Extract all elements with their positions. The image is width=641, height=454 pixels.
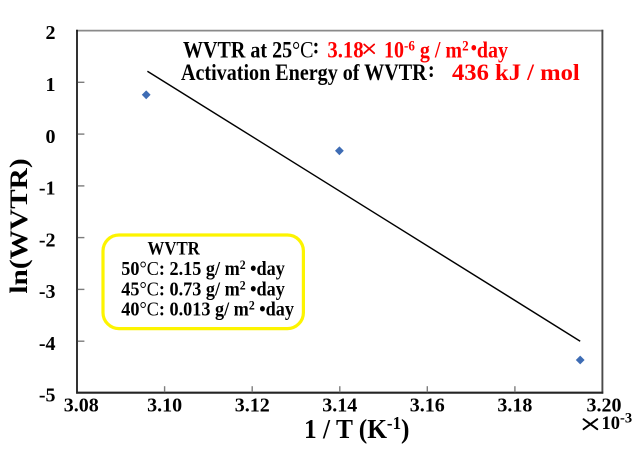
svg-text:1: 1 — [46, 74, 56, 96]
svg-text:3.12: 3.12 — [235, 395, 270, 417]
svg-text:-1: -1 — [39, 178, 56, 200]
svg-text:45°C: 0.73 g/ m2 •day: 45°C: 0.73 g/ m2 •day — [121, 278, 285, 301]
svg-text:3.18: 3.18 — [327, 38, 363, 63]
svg-text:-2: -2 — [39, 229, 56, 251]
svg-text:3.20: 3.20 — [587, 395, 622, 417]
svg-text:10-6 g / m2•day: 10-6 g / m2 •day — [384, 37, 508, 63]
svg-text:50°C: 2.15 g/ m2 •day: 50°C: 2.15 g/ m2 •day — [121, 257, 285, 280]
svg-text:ln(WVTR): ln(WVTR) — [5, 158, 33, 293]
svg-text:40°C: 0.013 g/ m2 •day: 40°C: 0.013 g/ m2 •day — [121, 298, 294, 321]
svg-text:Activation Energy of WVTR:: Activation Energy of WVTR: — [181, 56, 435, 86]
svg-text:3.16: 3.16 — [410, 395, 445, 417]
svg-text:2: 2 — [46, 22, 56, 44]
svg-text:WVTR: WVTR — [148, 238, 201, 259]
svg-text:3.18: 3.18 — [497, 395, 532, 417]
svg-text:436 kJ / mol: 436 kJ / mol — [452, 61, 580, 86]
svg-text:3.10: 3.10 — [147, 395, 182, 417]
svg-text:3.08: 3.08 — [64, 395, 99, 417]
svg-text:-3: -3 — [39, 281, 56, 303]
svg-text:0: 0 — [46, 126, 56, 148]
svg-text:3.14: 3.14 — [322, 395, 357, 417]
svg-text:WVTR at 25°C:: WVTR at 25°C: — [183, 33, 319, 63]
svg-text:-4: -4 — [39, 333, 56, 355]
svg-text:-5: -5 — [39, 385, 56, 407]
